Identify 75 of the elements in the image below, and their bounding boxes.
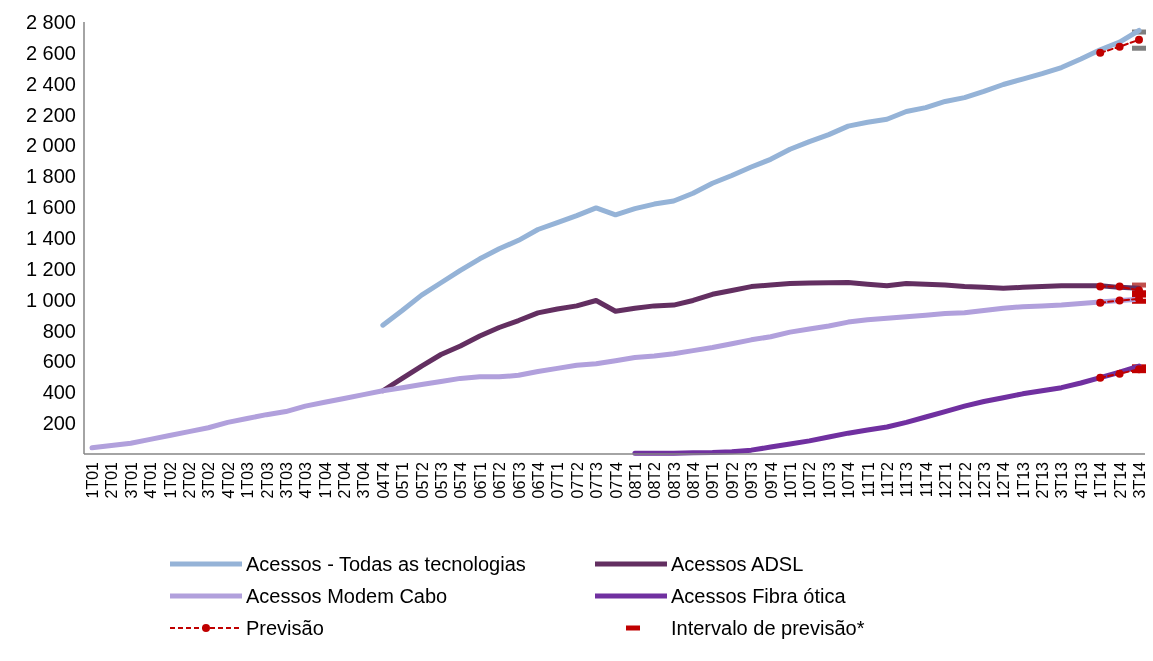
y-tick-label: 1 800 (25, 165, 76, 188)
y-tick-label: 400 (42, 381, 76, 404)
x-tick-label: 1T04 (316, 461, 334, 499)
x-tick-label: 08T3 (665, 461, 683, 499)
x-tick-label: 09T4 (762, 461, 780, 499)
y-tick-label: 1 600 (25, 196, 76, 219)
legend-label: Acessos Modem Cabo (246, 585, 448, 607)
x-tick-label: 11T3 (898, 461, 916, 498)
x-tick-label: 09T3 (743, 461, 761, 499)
x-tick-label: 05T1 (394, 461, 412, 499)
x-tick-label: 3T14 (1131, 461, 1148, 499)
x-tick-label: 06T1 (471, 461, 489, 499)
x-tick-label: 05T2 (413, 461, 431, 499)
x-tick-label: 11T4 (917, 461, 935, 498)
y-tick-label: 1 200 (25, 257, 76, 280)
y-tick-label: 1 400 (25, 227, 76, 249)
x-tick-label: 09T1 (704, 461, 722, 499)
x-tick-label: 2T13 (1034, 461, 1052, 499)
y-tick-label: 800 (42, 319, 76, 342)
y-tick-label: 600 (42, 350, 76, 373)
x-tick-label: 08T2 (646, 461, 664, 499)
x-tick-label: 12T2 (956, 461, 974, 499)
x-tick-label: 4T02 (219, 461, 237, 499)
x-tick-label: 12T3 (975, 461, 993, 499)
x-tick-label: 07T3 (588, 461, 606, 499)
x-tick-label: 3T13 (1053, 461, 1071, 499)
x-tick-label: 06T2 (491, 461, 509, 499)
x-tick-label: 05T4 (452, 461, 470, 499)
x-tick-label: 1T13 (1014, 461, 1032, 499)
x-tick-label: 2T03 (258, 461, 276, 499)
x-tick-label: 11T2 (878, 461, 896, 498)
y-tick-label: 2 600 (25, 41, 76, 64)
legend-label: Previsão (246, 617, 324, 639)
x-tick-label: 11T1 (859, 461, 877, 498)
x-tick-label: 3T04 (355, 461, 373, 499)
y-tick-label: 200 (42, 412, 76, 435)
y-tick-label: 2 800 (25, 11, 76, 33)
x-tick-label: 4T01 (142, 461, 160, 499)
x-tick-label: 09T2 (723, 461, 741, 499)
x-tick-label: 10T1 (782, 461, 799, 499)
x-tick-label: 10T3 (820, 461, 838, 499)
y-tick-label: 2 000 (25, 134, 76, 157)
y-tick-label: 2 200 (25, 103, 76, 126)
x-tick-label: 1T03 (239, 461, 257, 499)
legend-label: Acessos - Todas as tecnologias (246, 553, 526, 575)
x-tick-label: 10T4 (840, 461, 858, 499)
x-tick-label: 1T14 (1092, 461, 1110, 499)
x-tick-label: 10T2 (801, 461, 819, 499)
x-tick-label: 3T02 (200, 461, 218, 499)
x-tick-label: 06T3 (510, 461, 528, 499)
y-tick-label: 1 000 (25, 288, 76, 311)
x-tick-label: 07T4 (607, 461, 625, 499)
x-tick-label: 05T3 (433, 461, 450, 499)
legend-label: Acessos Fibra ótica (671, 585, 847, 607)
x-tick-label: 4T13 (1072, 461, 1090, 499)
x-tick-label: 07T1 (549, 461, 567, 499)
x-tick-label: 4T03 (297, 461, 315, 499)
x-tick-label: 2T01 (103, 461, 121, 499)
x-tick-label: 07T2 (568, 461, 586, 499)
x-tick-label: 1T02 (161, 461, 179, 499)
legend-label: Intervalo de previsão* (671, 617, 865, 639)
x-tick-label: 2T04 (336, 461, 354, 499)
y-tick-label: 2 400 (25, 72, 76, 95)
x-tick-label: 04T4 (374, 461, 392, 499)
x-tick-label: 3T03 (277, 461, 295, 499)
x-tick-label: 12T1 (937, 461, 955, 499)
x-tick-label: 12T4 (995, 461, 1013, 499)
x-tick-label: 1T01 (84, 461, 101, 499)
x-tick-label: 08T1 (626, 461, 644, 499)
x-tick-label: 2T14 (1111, 461, 1129, 499)
legend-label: Acessos ADSL (671, 553, 804, 575)
x-tick-label: 06T4 (529, 461, 547, 499)
x-tick-label: 2T02 (180, 461, 198, 499)
x-tick-label: 08T4 (685, 461, 703, 499)
x-tick-label: 3T01 (122, 461, 140, 499)
